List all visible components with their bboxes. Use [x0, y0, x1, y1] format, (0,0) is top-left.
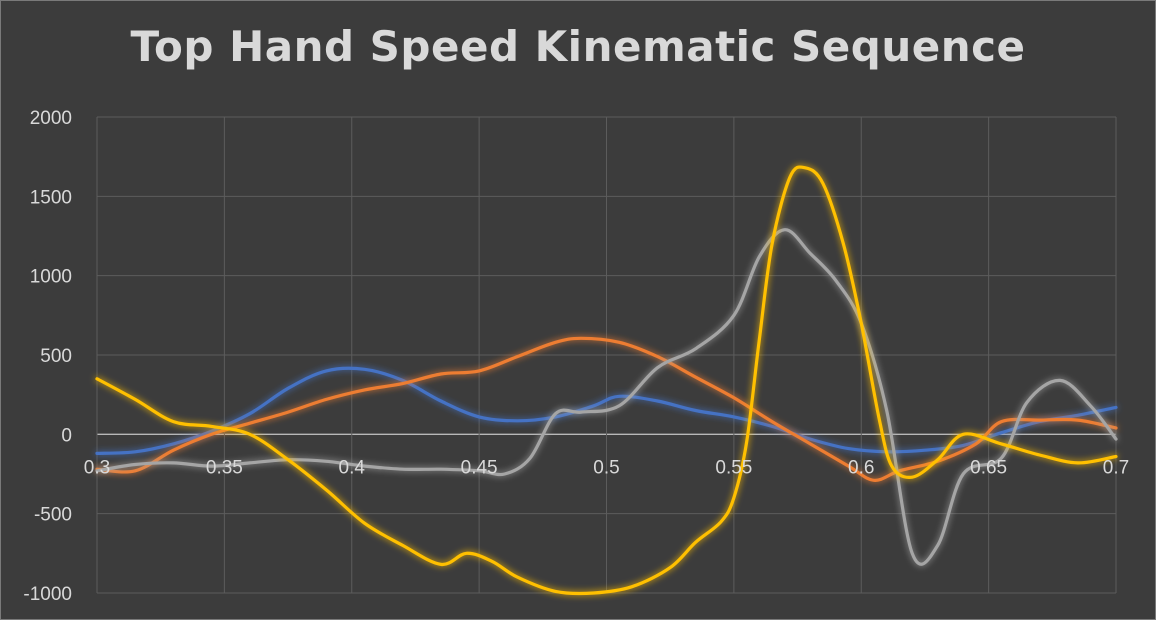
x-tick-label: 0.3 — [84, 457, 110, 478]
y-tick-label: -1000 — [23, 584, 72, 605]
series-lines — [95, 165, 1118, 596]
series-line-1 — [95, 366, 1118, 455]
x-tick-label: 0.5 — [593, 457, 619, 478]
y-tick-label: 500 — [40, 346, 72, 367]
x-tick-label: 0.65 — [970, 457, 1007, 478]
x-tick-label: 0.4 — [339, 457, 366, 478]
series-line-2 — [95, 336, 1118, 482]
chart-title: Top Hand Speed Kinematic Sequence — [130, 22, 1026, 71]
y-tick-label: 1000 — [30, 267, 72, 288]
x-tick-label: 0.55 — [715, 457, 752, 478]
x-tick-label: 0.6 — [848, 457, 874, 478]
x-tick-label: 0.35 — [206, 457, 243, 478]
y-tick-label: 0 — [61, 425, 72, 446]
y-tick-label: -500 — [34, 505, 72, 526]
x-tick-label: 0.7 — [1103, 457, 1129, 478]
y-tick-label: 1500 — [30, 187, 72, 208]
y-tick-label: 2000 — [30, 108, 72, 129]
x-tick-label: 0.45 — [461, 457, 498, 478]
series-line-4 — [95, 165, 1118, 596]
x-axis-tick-labels: 0.3 0.35 0.4 0.45 0.5 0.55 0.6 0.65 0.7 — [84, 457, 1129, 478]
series-line-3 — [95, 228, 1118, 566]
y-axis-tick-labels: 2000 1500 1000 500 0 -500 -1000 — [23, 108, 72, 605]
gridlines — [96, 116, 1117, 594]
